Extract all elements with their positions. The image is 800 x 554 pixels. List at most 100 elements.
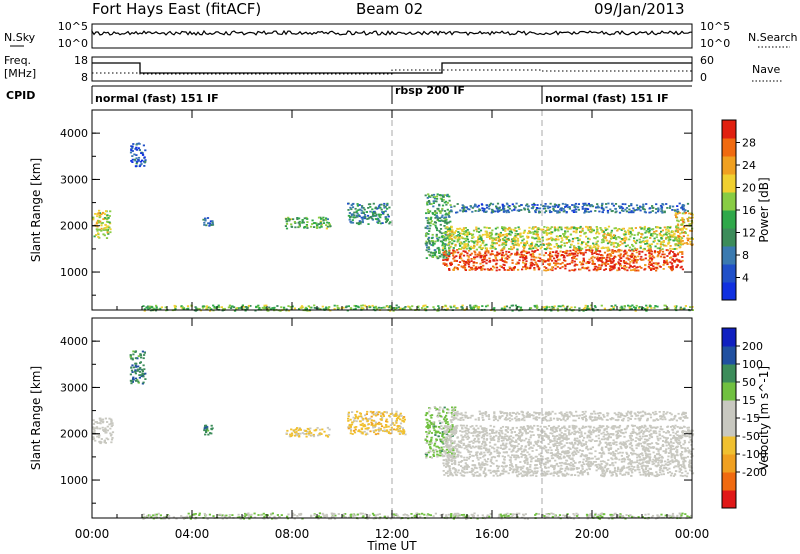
heatmap-cell <box>445 433 448 436</box>
heatmap-cell <box>550 247 553 250</box>
heatmap-cell <box>643 438 647 441</box>
heatmap-cell <box>307 428 310 430</box>
heatmap-cell <box>517 268 520 271</box>
heatmap-cell <box>453 414 456 417</box>
heatmap-cell <box>464 471 467 474</box>
heatmap-cell <box>354 308 357 310</box>
heatmap-cell <box>139 164 142 167</box>
heatmap-cell <box>490 231 493 234</box>
heatmap-cell <box>633 247 636 250</box>
heatmap-cell <box>565 205 568 208</box>
heatmap-cell <box>305 307 308 310</box>
heatmap-cell <box>640 437 643 440</box>
heatmap-cell <box>465 247 468 250</box>
heatmap-cell <box>363 423 366 426</box>
heatmap-cell <box>656 233 659 236</box>
heatmap-cell <box>510 240 513 243</box>
heatmap-cell <box>529 246 532 248</box>
heatmap-cell <box>607 447 610 450</box>
heatmap-cell <box>356 203 359 205</box>
heatmap-cell <box>640 267 643 269</box>
heatmap-cell <box>449 204 452 206</box>
heatmap-cell <box>532 254 535 256</box>
freq-trace <box>92 62 692 74</box>
heatmap-cell <box>297 432 300 435</box>
heatmap-cell <box>493 246 496 249</box>
heatmap-cell <box>615 246 618 248</box>
heatmap-cell <box>489 435 492 438</box>
heatmap-cell <box>442 409 445 412</box>
heatmap-cell <box>573 264 576 267</box>
heatmap-cell <box>630 204 633 207</box>
heatmap-cell <box>536 240 539 243</box>
heatmap-cell <box>677 226 680 229</box>
heatmap-cell <box>363 430 366 433</box>
heatmap-cell <box>556 235 560 238</box>
heatmap-cell <box>564 252 567 255</box>
heatmap-cell <box>502 439 505 442</box>
heatmap-cell <box>467 260 470 262</box>
heatmap-cell <box>450 245 453 248</box>
heatmap-cell <box>617 236 620 238</box>
heatmap-cell <box>656 263 659 266</box>
heatmap-cell <box>457 264 460 266</box>
heatmap-cell <box>379 429 382 432</box>
heatmap-cell <box>662 431 665 433</box>
heatmap-cell <box>514 241 517 244</box>
heatmap-cell <box>402 432 405 434</box>
heatmap-cell <box>374 421 377 424</box>
heatmap-cell <box>484 250 487 253</box>
heatmap-cell <box>533 268 536 271</box>
heatmap-cell <box>511 209 514 212</box>
heatmap-cell <box>551 259 554 262</box>
heatmap-cell <box>478 209 481 212</box>
heatmap-cell <box>488 269 491 271</box>
heatmap-cell <box>454 457 457 459</box>
heatmap-cell <box>676 449 679 451</box>
heatmap-cell <box>426 242 429 244</box>
heatmap-cell <box>526 232 530 235</box>
heatmap-cell <box>431 254 435 257</box>
heatmap-cell <box>458 261 462 263</box>
heatmap-cell <box>368 305 371 307</box>
heatmap-cell <box>482 240 485 242</box>
heatmap-cell <box>525 257 528 260</box>
heatmap-cell <box>545 307 548 310</box>
heatmap-cell <box>451 230 454 233</box>
heatmap-cell <box>679 306 682 309</box>
heatmap-cell <box>561 254 564 256</box>
heatmap-cell <box>607 452 610 455</box>
heatmap-cell <box>447 234 450 237</box>
heatmap-cell <box>100 224 103 227</box>
heatmap-cell <box>361 432 364 435</box>
heatmap-cell <box>299 429 302 431</box>
heatmap-cell <box>469 233 472 235</box>
heatmap-cell <box>458 232 462 235</box>
heatmap-cell <box>400 430 404 433</box>
heatmap-cell <box>98 434 101 437</box>
heatmap-cell <box>613 266 616 268</box>
heatmap-cell <box>648 252 651 255</box>
heatmap-cell <box>616 432 620 434</box>
heatmap-cell <box>561 202 564 205</box>
heatmap-cell <box>296 434 299 437</box>
heatmap-cell <box>644 231 647 234</box>
heatmap-cell <box>463 241 466 243</box>
heatmap-cell <box>135 157 138 160</box>
heatmap-cell <box>454 425 458 428</box>
heatmap-cell <box>649 257 652 260</box>
heatmap-cell <box>203 224 206 226</box>
heatmap-cell <box>502 267 505 269</box>
heatmap-cell <box>509 429 512 431</box>
heatmap-cell <box>519 431 522 434</box>
heatmap-cell <box>148 305 151 308</box>
heatmap-cell <box>438 230 441 232</box>
heatmap-cell <box>425 235 428 238</box>
heatmap-cell <box>362 417 365 420</box>
heatmap-cell <box>639 245 642 248</box>
heatmap-cell <box>409 307 412 310</box>
heatmap-cell <box>582 309 585 312</box>
heatmap-cell <box>255 305 258 308</box>
heatmap-cell <box>448 199 451 202</box>
heatmap-cell <box>539 425 542 428</box>
